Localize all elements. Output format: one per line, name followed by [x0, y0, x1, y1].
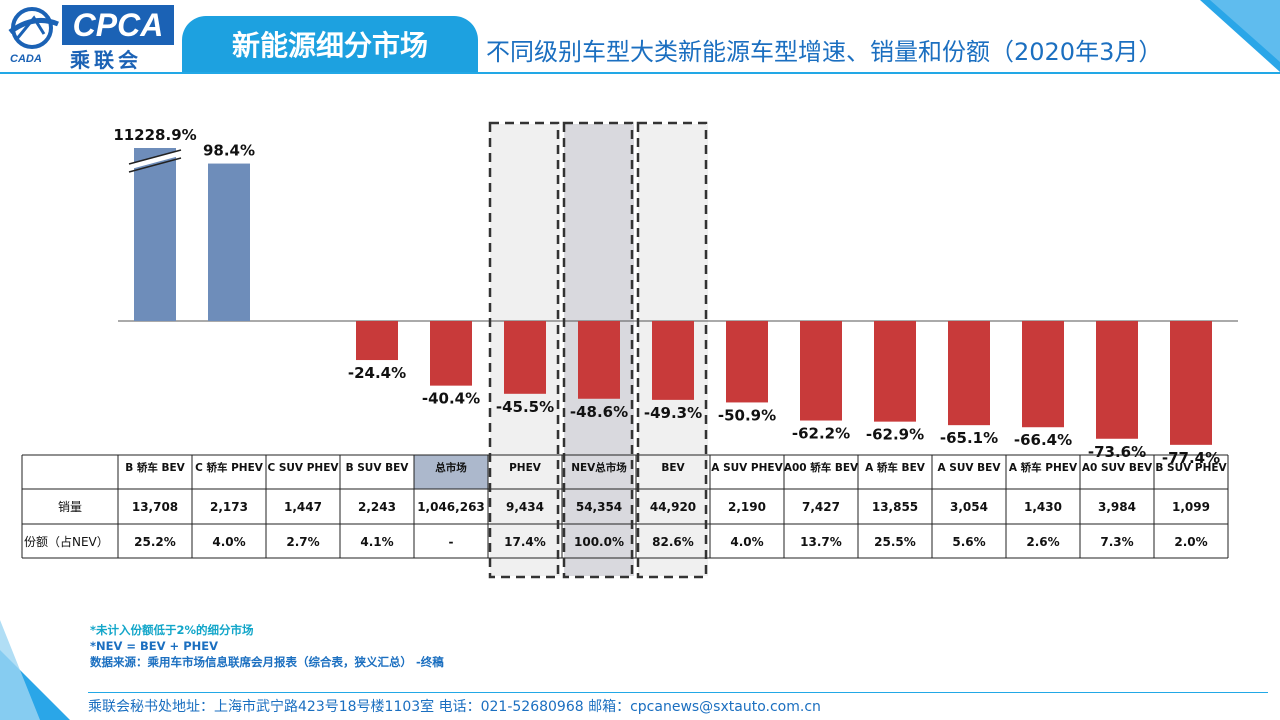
bar [652, 321, 694, 400]
bar [948, 321, 990, 426]
bar [578, 321, 620, 399]
dashed-highlight-box [488, 121, 560, 579]
growth-chart: B 轿车 BEV C 轿车 PHEV C SUV PHEV B SUV BEV 总市场 P… [21, 121, 1238, 579]
bar-data-label: 11228.9% [113, 126, 196, 144]
table-share-cell: 82.6% [652, 535, 694, 549]
bar-data-label: -62.9% [866, 426, 924, 444]
bar [1022, 321, 1064, 428]
table-share-cell: - [449, 535, 454, 549]
table-header-cell: B 轿车 BEV [125, 461, 185, 474]
logo-chinese-name: 乘联会 [70, 48, 142, 72]
table-header-cell: B SUV BEV [346, 462, 410, 474]
bar-data-label: -77.4% [1162, 449, 1220, 467]
table-sales-cell: 54,354 [576, 500, 622, 514]
bar [208, 163, 250, 321]
bar [1170, 321, 1212, 445]
corner-decoration-top-right [1200, 0, 1280, 72]
header-divider [0, 72, 1280, 74]
dashed-highlight-box [636, 121, 708, 579]
table-sales-cell: 9,434 [506, 500, 544, 514]
bar [356, 321, 398, 361]
table-sales-cell: 1,447 [284, 500, 322, 514]
table-header-cell: 总市场 [435, 461, 467, 474]
note-data-source: 数据来源：乘用车市场信息联席会月报表（综合表，狭义汇总） -终稿 [90, 655, 444, 669]
bar [134, 148, 176, 321]
total-market-header-cell [414, 455, 488, 489]
note-share-threshold: *未计入份额低于2%的细分市场 [90, 623, 254, 637]
table-share-cell: 2.0% [1174, 535, 1207, 549]
table-header-cell: C 轿车 PHEV [195, 461, 264, 474]
svg-text:CADA: CADA [10, 53, 42, 64]
table-share-cell: 100.0% [574, 535, 624, 549]
table-share-cell: 5.6% [952, 535, 985, 549]
table-sales-cell: 13,708 [132, 500, 178, 514]
table-header-cell: A0 SUV BEV [1082, 462, 1153, 474]
table-sales-cell: 2,190 [728, 500, 766, 514]
table-sales-cell: 2,243 [358, 500, 396, 514]
note-nev-definition: *NEV = BEV + PHEV [90, 639, 219, 653]
axis-break-mark [128, 157, 182, 173]
table-sales-cell: 1,046,263 [417, 500, 485, 514]
table-sales-cell: 1,099 [1172, 500, 1210, 514]
table-sales-cell: 13,855 [872, 500, 918, 514]
table-share-cell: 17.4% [504, 535, 546, 549]
axis-break-mark [128, 149, 182, 165]
footer-contact: 乘联会秘书处地址：上海市武宁路423号18号楼1103室 电话：021-5268… [88, 699, 821, 715]
bar-data-label: -40.4% [422, 390, 480, 408]
page-title: 不同级别车型大类新能源车型增速、销量和份额（2020年3月） [486, 38, 1163, 66]
table-sales-cell: 3,054 [950, 500, 988, 514]
table-share-cell: 13.7% [800, 535, 842, 549]
table-header-cell: B SUV PHEV [1155, 462, 1227, 474]
bar-data-label: -73.6% [1088, 443, 1146, 461]
table-header-cell: A SUV BEV [938, 462, 1002, 474]
table-sales-cell: 44,920 [650, 500, 696, 514]
table-header-cell: PHEV [509, 462, 542, 474]
table-header-cell: C SUV PHEV [267, 462, 339, 474]
table-sales-cell: 3,984 [1098, 500, 1136, 514]
cpca-logo: CADA CPCA 乘联会 [0, 0, 180, 72]
bar-data-label: -50.9% [718, 406, 776, 424]
table-row-label: 销量 [58, 500, 82, 514]
table-share-cell: 4.1% [360, 535, 393, 549]
table-sales-cell: 7,427 [802, 500, 840, 514]
axis-break-mark [128, 150, 182, 170]
table-share-cell: 4.0% [730, 535, 763, 549]
bar [430, 321, 472, 386]
table-share-cell: 2.7% [286, 535, 319, 549]
dashed-highlight-box [562, 121, 634, 579]
table-header-cell: A 轿车 PHEV [1009, 461, 1078, 474]
table-header-cell: BEV [661, 462, 685, 474]
table-share-cell: 7.3% [1100, 535, 1133, 549]
bar [1096, 321, 1138, 439]
bar-data-label: -49.3% [644, 404, 702, 422]
bar-data-label: 98.4% [203, 142, 255, 160]
bar [800, 321, 842, 421]
section-title: 新能源细分市场 [182, 16, 478, 72]
table-share-cell: 2.6% [1026, 535, 1059, 549]
table-share-cell: 25.5% [874, 535, 916, 549]
bar-data-label: -24.4% [348, 364, 406, 382]
bar-data-label: -65.1% [940, 429, 998, 447]
corner-decoration-bottom-left [0, 620, 70, 720]
footer-divider [88, 692, 1268, 693]
table-row-label: 份额（占NEV） [24, 534, 109, 549]
table-sales-cell: 2,173 [210, 500, 248, 514]
bar-data-label: -62.2% [792, 425, 850, 443]
table-header-cell: A 轿车 BEV [865, 461, 926, 474]
bar-data-label: -45.5% [496, 398, 554, 416]
table-share-cell: 25.2% [134, 535, 176, 549]
table-header-cell: A SUV PHEV [711, 462, 783, 474]
table-header-cell: A00 轿车 BEV [784, 461, 859, 474]
cpca-emblem-icon: CADA [8, 7, 59, 64]
bar-data-label: -48.6% [570, 403, 628, 421]
table-header-cell: NEV总市场 [571, 461, 627, 474]
table-share-cell: 4.0% [212, 535, 245, 549]
bar [726, 321, 768, 403]
table-sales-cell: 1,430 [1024, 500, 1062, 514]
bar [504, 321, 546, 394]
bar-data-label: -66.4% [1014, 431, 1072, 449]
bar [874, 321, 916, 422]
chart-notes: *未计入份额低于2%的细分市场 *NEV = BEV + PHEV 数据来源：乘… [90, 622, 444, 670]
logo-wordmark: CPCA [62, 5, 174, 45]
